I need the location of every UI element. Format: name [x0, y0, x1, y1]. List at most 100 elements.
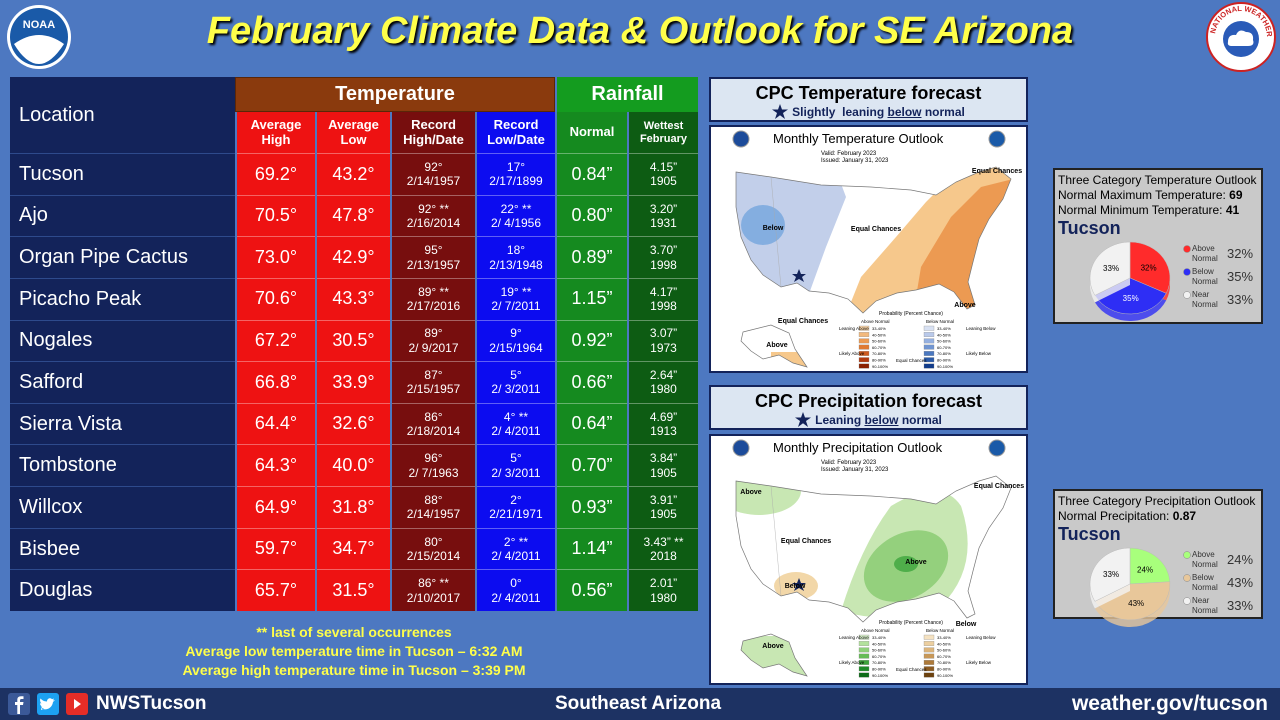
pie-slice: [1094, 581, 1171, 621]
card-line-label: Normal Precipitation:: [1058, 509, 1173, 523]
legend-swatch: [923, 351, 935, 356]
data-cell: 59.7°: [237, 527, 315, 570]
outlook-map: Monthly Precipitation Outlook Valid: Febr…: [732, 439, 1024, 678]
legend-range: 70-80%: [872, 660, 886, 665]
cell-line: 88°: [424, 493, 443, 507]
data-cell: 65.7°: [237, 569, 315, 611]
nws-logo: NATIONAL WEATHER SERVICE: [1206, 2, 1276, 72]
alaska-outline: [740, 324, 808, 368]
pie-slice: [1129, 241, 1171, 294]
cell-line: 4.17”: [649, 284, 678, 299]
legend-dot: [1183, 551, 1191, 559]
map-regions: [736, 476, 1011, 676]
legend-range: 60-70%: [937, 345, 951, 350]
legend-dot: [1183, 291, 1191, 299]
cell-line: 2°: [510, 493, 522, 507]
map-valid: Valid: February 2023: [821, 460, 877, 466]
location-cell: Tucson: [10, 153, 235, 195]
legend-range: 90-100%: [937, 364, 953, 369]
legend-swatch: [858, 332, 870, 337]
data-cell: 89° ** 2/17/2016: [392, 277, 475, 320]
footer-region: Southeast Arizona: [554, 693, 722, 714]
legend-value: 24%: [1227, 552, 1254, 567]
cell-line: 3.70”: [649, 243, 678, 258]
legend-note: Equal Chances: [896, 667, 927, 672]
logo-text: NOAA: [23, 19, 55, 31]
legend-name: Below Normal: [1192, 267, 1218, 286]
cell-line: 2/15/1957: [406, 382, 461, 397]
data-cell: 86° 2/18/2014: [392, 402, 475, 445]
data-cell: 0.93”: [557, 486, 627, 528]
data-cell: 4.17” 1998: [629, 277, 698, 320]
data-cell: 19° ** 2/ 7/2011: [477, 277, 555, 320]
location-cell: Ajo: [10, 194, 235, 237]
cell-line: 2/ 7/2011: [491, 299, 541, 314]
card-line-value: 41: [1225, 203, 1240, 217]
star: [792, 269, 806, 282]
legend-swatch: [858, 357, 870, 363]
legend-name: Above Normal: [1192, 550, 1218, 569]
legend-range: 70-80%: [872, 351, 886, 356]
legend-swatch: [923, 653, 935, 659]
legend-range: 33-40%: [937, 635, 951, 640]
us-outline: [735, 475, 1012, 623]
legend-note: Likely Below: [966, 660, 992, 665]
cell-line: 2/ 3/2011: [491, 382, 541, 397]
data-cell: 69.2°: [237, 153, 315, 195]
panel-header: CPC Precipitation forecast Leaning below …: [709, 385, 1028, 430]
data-cell: 88° 2/14/1957: [392, 486, 475, 528]
data-cell: 1.15”: [557, 277, 627, 320]
location-cell: Bisbee: [10, 527, 235, 570]
data-cell: 4° ** 2/ 4/2011: [477, 402, 555, 445]
cell-line: 3.20”: [649, 201, 678, 216]
map-logo: [732, 439, 750, 457]
data-cell: 95° 2/13/1957: [392, 236, 475, 278]
cell-line: 19° **: [500, 284, 532, 299]
legend-name: Above Normal: [1192, 244, 1218, 263]
pie-label: 33%: [1103, 570, 1119, 579]
cell-line: 2/ 4/2011: [491, 424, 541, 439]
pie-label: 33%: [1103, 264, 1119, 273]
legend-swatch: [923, 363, 935, 369]
cell-line: 2/15/1964: [489, 340, 543, 355]
legend-name: Below Normal: [1192, 573, 1218, 592]
cell-line: 2° **: [503, 534, 529, 549]
legend-dot: [1183, 551, 1191, 559]
alaska-outline: [740, 633, 808, 677]
data-cell: 87° 2/15/1957: [392, 361, 475, 403]
legend-swatch: [858, 641, 870, 646]
data-cell: 33.9°: [317, 361, 390, 403]
legend-swatch: [858, 666, 870, 672]
cell-line: 86°: [424, 409, 443, 424]
cell-line: 2/ 4/2011: [491, 549, 541, 564]
state-lines: [770, 176, 782, 288]
cell-line: 22° **: [500, 201, 532, 216]
map-issued: Issued: January 31, 2023: [821, 158, 889, 164]
outlook-map: Monthly Temperature Outlook Valid: Februa…: [732, 130, 1022, 369]
column-header: Wettest February: [629, 112, 698, 153]
data-cell: 0° 2/ 4/2011: [477, 569, 555, 611]
legend-dot: [1183, 574, 1191, 582]
data-cell: 47.8°: [317, 194, 390, 237]
legend-dot: [1183, 245, 1191, 253]
data-cell: 64.3°: [237, 444, 315, 487]
legend-swatch: [858, 351, 870, 356]
data-cell: 31.5°: [317, 569, 390, 611]
legend-range: 90-100%: [872, 673, 888, 678]
cell-line: 2/13/1948: [489, 257, 543, 272]
data-cell: 2° ** 2/ 4/2011: [477, 527, 555, 570]
legend-dot: [1183, 268, 1191, 276]
cell-line: 2/ 7/1963: [408, 465, 459, 480]
legend-swatch: [923, 672, 935, 678]
cell-line: 2/ 4/1956: [490, 215, 542, 230]
legend-name: Near Normal: [1192, 290, 1218, 309]
card-line: Normal Maximum Temperature: 69: [1058, 188, 1262, 202]
cell-line: 2/ 3/2011: [491, 465, 541, 480]
cell-line: 3.84”: [649, 451, 678, 466]
cell-line: 89° **: [418, 284, 449, 299]
data-cell: 64.4°: [237, 402, 315, 445]
footer-bar: [0, 688, 1280, 720]
legend-dot: [1183, 291, 1191, 299]
cell-line: 4.15”: [649, 159, 678, 174]
location-cell: Picacho Peak: [10, 277, 235, 320]
